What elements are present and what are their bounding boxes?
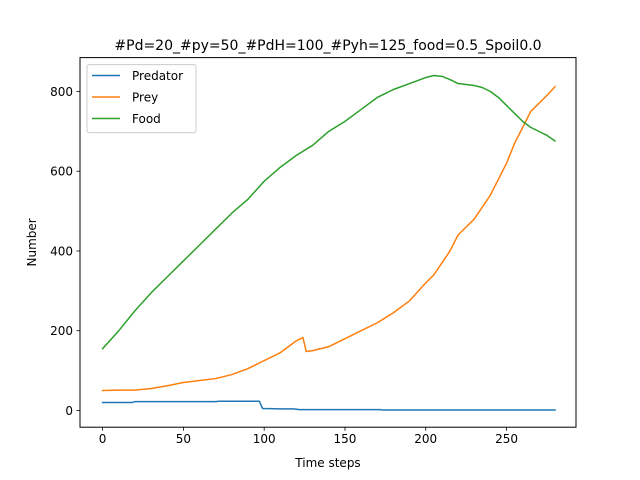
x-tick-label: 50 bbox=[176, 432, 191, 446]
x-tick-label: 150 bbox=[334, 432, 357, 446]
series-line-food bbox=[101, 74, 557, 350]
y-tick-label: 400 bbox=[50, 244, 73, 258]
y-axis-label: Number bbox=[25, 218, 39, 266]
y-tick-label: 600 bbox=[50, 165, 73, 179]
chart-title: #Pd=20_#py=50_#PdH=100_#Pyh=125_food=0.5… bbox=[114, 38, 541, 54]
y-tick-label: 200 bbox=[50, 324, 73, 338]
legend-label-food: Food bbox=[132, 112, 161, 126]
legend-label-prey: Prey bbox=[132, 90, 158, 104]
series-line-predator bbox=[101, 400, 556, 411]
x-tick-label: 200 bbox=[414, 432, 437, 446]
y-tick-label: 0 bbox=[65, 404, 73, 418]
x-tick-label: 0 bbox=[99, 432, 107, 446]
x-tick-label: 250 bbox=[495, 432, 518, 446]
x-tick-label: 100 bbox=[253, 432, 276, 446]
series-line-prey bbox=[101, 85, 557, 392]
axes-layer: 0 50 100 150 200 250 0 200 400 600 800 bbox=[50, 85, 518, 446]
y-tick-label: 800 bbox=[50, 85, 73, 99]
series-layer bbox=[101, 74, 557, 411]
x-axis-label: Time steps bbox=[294, 456, 360, 470]
legend: Predator Prey Food bbox=[86, 64, 197, 134]
legend-box bbox=[86, 64, 197, 134]
legend-label-predator: Predator bbox=[132, 69, 183, 83]
plot-frame bbox=[79, 57, 577, 428]
